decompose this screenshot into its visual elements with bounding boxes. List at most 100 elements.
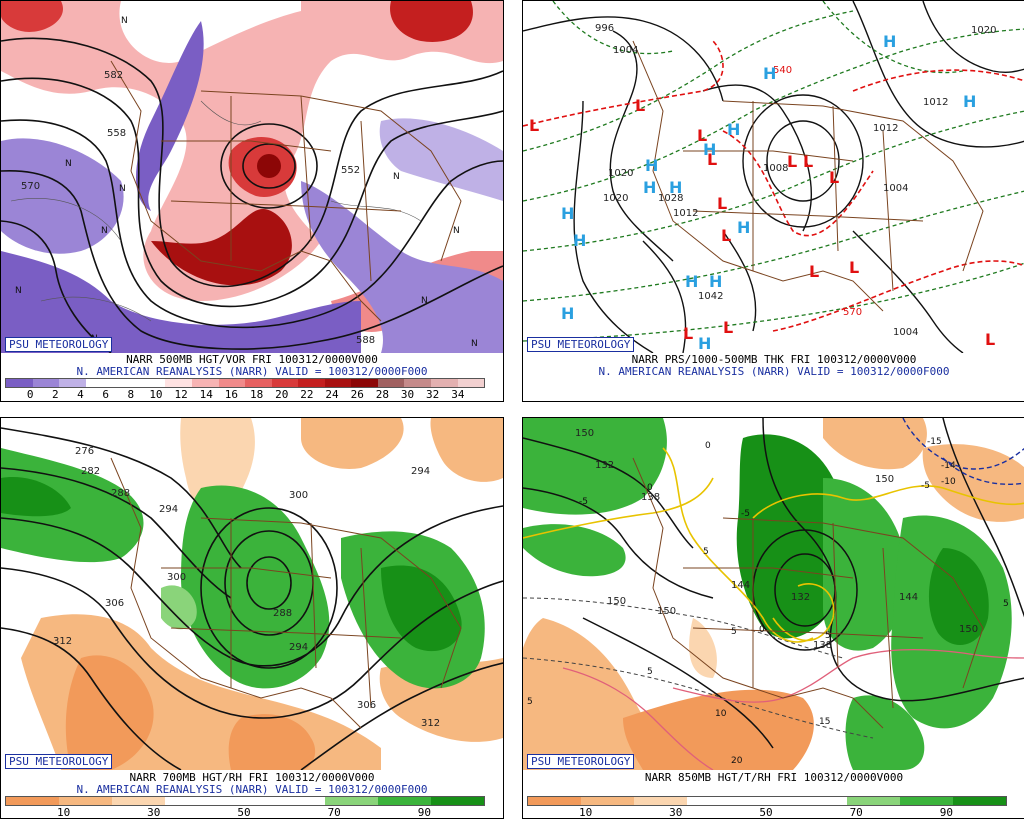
- temperature-label: 20: [731, 756, 743, 766]
- contour-label: 300: [167, 572, 186, 583]
- low-pressure-symbol: L: [721, 226, 731, 245]
- map-caption: NARR 850MB HGT/T/RH FRI 100312/0000V000: [644, 771, 904, 784]
- colorbar-swatch: [245, 379, 272, 387]
- colorbar-tick-label: 90: [417, 806, 431, 819]
- colorbar-tick-label: 20: [275, 388, 289, 401]
- height-label: 144: [899, 592, 918, 603]
- temperature-label: -14: [941, 461, 956, 471]
- colorbar-swatch: [85, 379, 113, 387]
- colorbar-tick-label: 26: [350, 388, 364, 401]
- colorbar-swatch: [324, 379, 352, 387]
- colorbar-tick-label: 6: [102, 388, 109, 401]
- temperature-label: 5: [825, 631, 831, 641]
- colorbar-tick-label: 90: [939, 806, 953, 819]
- thickness-label: 570: [843, 307, 862, 318]
- colorbar-swatch: [431, 379, 458, 387]
- vort-marker: N: [65, 159, 72, 169]
- temperature-label: 5: [527, 697, 533, 707]
- colorbar-swatch: [846, 797, 900, 805]
- colorbar-swatch: [112, 379, 139, 387]
- colorbar-swatch: [298, 379, 325, 387]
- colorbar: [5, 378, 485, 388]
- colorbar-ticks: 0 2 4 6 8 10 12 14 16 18 20 22 24 26 28 30 32 34: [5, 388, 485, 401]
- pressure-label: 1028: [658, 193, 683, 204]
- panel-500mb-vorticity: 582 558 570 552 588 N N N N N N N N N N …: [0, 0, 504, 402]
- vort-marker: N: [453, 226, 460, 236]
- high-pressure-symbol: H: [645, 156, 658, 175]
- temperature-label: 5: [1003, 599, 1009, 609]
- vort-marker: N: [421, 296, 428, 306]
- vort-marker: N: [15, 286, 22, 296]
- height-label: 144: [731, 580, 750, 591]
- colorbar-tick-label: 10: [149, 388, 163, 401]
- colorbar-ticks: 10 30 50 70 90: [5, 806, 485, 818]
- map-subcaption: N. AMERICAN REANALYSIS (NARR) VALID = 10…: [76, 783, 428, 796]
- colorbar-tick-label: 34: [451, 388, 465, 401]
- high-pressure-symbol: H: [963, 92, 976, 111]
- contour-label: 552: [341, 165, 360, 176]
- colorbar-tick-label: 12: [174, 388, 188, 401]
- colorbar: [5, 796, 485, 806]
- contour-label: 294: [289, 642, 308, 653]
- height-label: 150: [875, 474, 894, 485]
- contour-label: 570: [21, 181, 40, 192]
- high-pressure-symbol: H: [763, 64, 776, 83]
- height-label: 132: [791, 592, 810, 603]
- high-pressure-symbol: H: [737, 218, 750, 237]
- temperature-label: -10: [941, 477, 956, 487]
- height-label: 138: [813, 640, 832, 651]
- colorbar-tick-label: 30: [669, 806, 683, 819]
- pressure-label: 1004: [883, 183, 908, 194]
- colorbar-swatch: [952, 797, 1006, 805]
- colorbar-swatch: [377, 379, 405, 387]
- contour-label: 288: [111, 488, 130, 499]
- pressure-label: 1004: [613, 45, 638, 56]
- colorbar-swatch: [899, 797, 953, 805]
- high-pressure-symbol: H: [685, 272, 698, 291]
- colorbar-swatch: [218, 797, 272, 805]
- colorbar-tick-label: 32: [426, 388, 440, 401]
- high-pressure-symbol: H: [703, 140, 716, 159]
- pressure-label: 1004: [893, 327, 918, 338]
- vort-marker: N: [119, 184, 126, 194]
- pressure-label: 1020: [608, 168, 633, 179]
- psu-badge: PSU METEOROLOGY: [5, 337, 113, 352]
- height-label: 138: [641, 492, 660, 503]
- contour-label: 276: [75, 446, 94, 457]
- contour-label: 300: [289, 490, 308, 501]
- colorbar-swatch: [32, 379, 60, 387]
- colorbar-tick-label: 0: [26, 388, 34, 401]
- low-pressure-symbol: L: [809, 262, 819, 281]
- low-pressure-symbol: L: [707, 150, 717, 169]
- colorbar-swatch: [165, 797, 219, 805]
- low-pressure-symbol: L: [849, 258, 859, 277]
- pressure-label: 1012: [873, 123, 898, 134]
- psu-badge: PSU METEOROLOGY: [527, 337, 635, 352]
- high-pressure-symbol: H: [573, 231, 586, 250]
- colorbar-swatch: [138, 379, 166, 387]
- vort-marker: N: [101, 226, 108, 236]
- colorbar-swatch: [793, 797, 847, 805]
- pressure-label: 1020: [971, 25, 996, 36]
- height-label: 150: [657, 606, 676, 617]
- panel-pressure-thickness: 996 1004 1020 1028 1012 1008 1004 1020 1…: [522, 0, 1024, 402]
- colorbar-swatch: [324, 797, 378, 805]
- contour-label: 312: [53, 636, 72, 647]
- low-pressure-symbol: L: [635, 96, 645, 115]
- colorbar-swatch: [404, 379, 431, 387]
- map-caption: NARR PRS/1000-500MB THK FRI 100312/0000V…: [631, 353, 917, 366]
- high-pressure-symbol: H: [669, 178, 682, 197]
- colorbar-swatch: [218, 379, 246, 387]
- colorbar-tick-label: 14: [199, 388, 213, 401]
- vort-marker: N: [393, 172, 400, 182]
- colorbar-swatch: [59, 379, 86, 387]
- contour-label: 282: [81, 466, 100, 477]
- temperature-label: 0: [705, 441, 711, 451]
- high-pressure-symbol: H: [561, 204, 574, 223]
- height-label: 150: [607, 596, 626, 607]
- temperature-label: 0: [647, 483, 653, 493]
- colorbar-tick-label: 2: [52, 388, 59, 401]
- map-pressure-thickness: 996 1004 1020 1028 1012 1008 1004 1020 1…: [523, 1, 1024, 353]
- colorbar-tick-label: 4: [77, 388, 84, 401]
- colorbar-swatch: [112, 797, 166, 805]
